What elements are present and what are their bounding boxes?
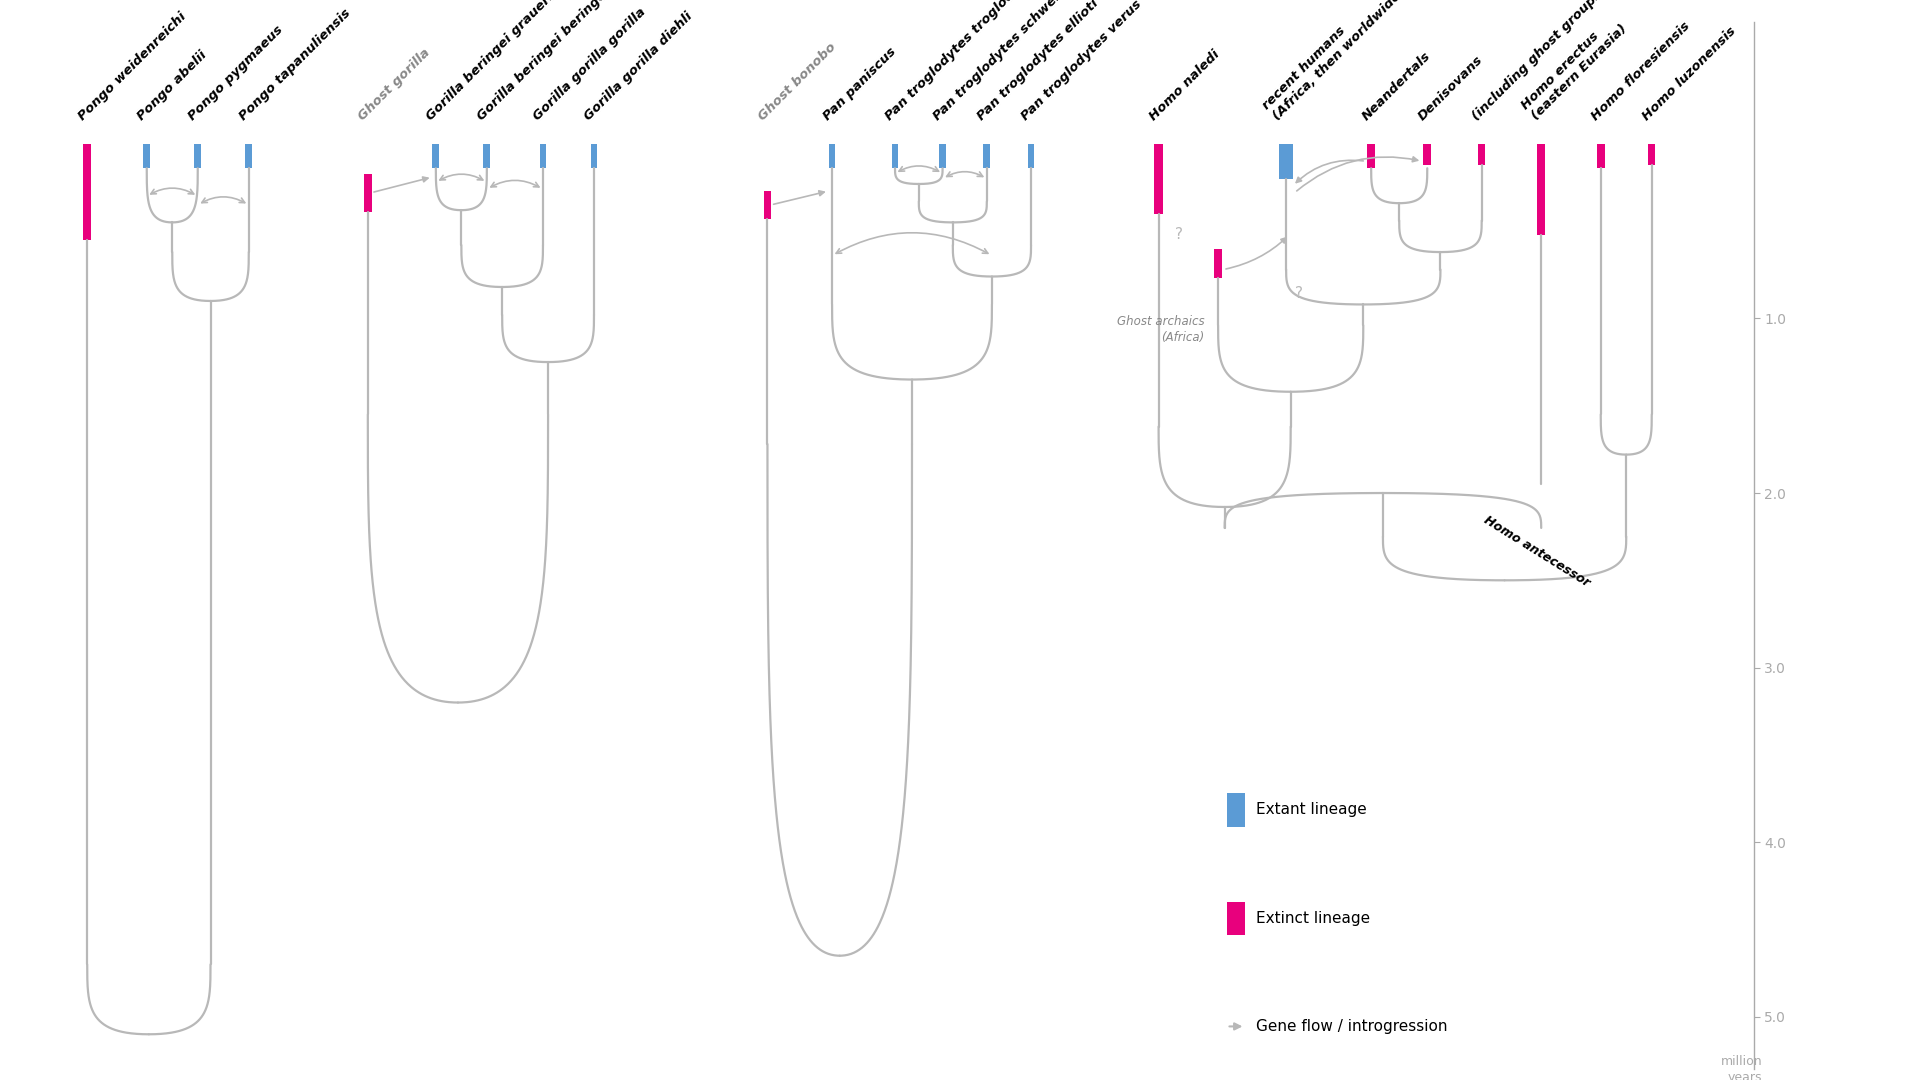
Bar (1538, 144, 1546, 234)
Text: Gorilla beringei beringei: Gorilla beringei beringei (474, 0, 612, 123)
Bar (1367, 144, 1375, 168)
Bar (1279, 144, 1292, 178)
Text: Denisovans: Denisovans (1415, 53, 1486, 123)
Text: Pan troglodytes schweinfurthii: Pan troglodytes schweinfurthii (931, 0, 1102, 123)
Bar (246, 144, 252, 168)
Text: Homo naledi: Homo naledi (1146, 48, 1223, 123)
Text: Homo floresiensis: Homo floresiensis (1590, 19, 1693, 123)
Text: Homo antecessor: Homo antecessor (1482, 514, 1592, 590)
Bar (194, 144, 202, 168)
Text: Gorilla gorilla gorilla: Gorilla gorilla gorilla (532, 5, 649, 123)
Text: Pan troglodytes troglodytes: Pan troglodytes troglodytes (883, 0, 1041, 123)
Bar (1227, 902, 1246, 935)
Text: million
years: million years (1720, 1055, 1763, 1080)
Bar (591, 144, 597, 168)
Bar (432, 144, 440, 168)
Text: Pongo pygmaeus: Pongo pygmaeus (186, 23, 286, 123)
Text: recent humans
(Africa, then worldwide): recent humans (Africa, then worldwide) (1260, 0, 1407, 123)
Text: Extinct lineage: Extinct lineage (1256, 910, 1369, 926)
Text: Ghost gorilla: Ghost gorilla (355, 45, 434, 123)
Text: Ghost archaics
(Africa): Ghost archaics (Africa) (1117, 315, 1204, 343)
Bar (1597, 144, 1605, 168)
Bar (983, 144, 991, 168)
Text: Pongo tapanuliensis: Pongo tapanuliensis (236, 6, 353, 123)
Text: Gene flow / introgression: Gene flow / introgression (1256, 1018, 1448, 1034)
Text: Pan paniscus: Pan paniscus (820, 45, 899, 123)
Bar (1154, 144, 1164, 214)
Bar (1227, 794, 1246, 826)
Text: Pongo weidenreichi: Pongo weidenreichi (75, 10, 188, 123)
Text: Homo luzonensis: Homo luzonensis (1640, 24, 1740, 123)
Bar (829, 144, 835, 168)
Bar (939, 144, 947, 168)
Bar (540, 144, 547, 168)
Bar (484, 144, 490, 168)
Text: ?: ? (1175, 227, 1183, 242)
Text: Neandertals: Neandertals (1359, 50, 1432, 123)
Bar (891, 144, 899, 168)
Text: Pan troglodytes verus: Pan troglodytes verus (1020, 0, 1144, 123)
Bar (83, 144, 92, 240)
Bar (144, 144, 150, 168)
Bar (1647, 144, 1655, 165)
Text: Homo erectus
(eastern Eurasia): Homo erectus (eastern Eurasia) (1519, 12, 1630, 123)
Bar (1478, 144, 1486, 165)
Bar (1027, 144, 1035, 168)
Text: Extant lineage: Extant lineage (1256, 802, 1367, 818)
Bar (365, 174, 372, 212)
Text: Pongo abelii: Pongo abelii (134, 49, 209, 123)
Bar (1423, 144, 1430, 165)
Text: Pan troglodytes ellioti: Pan troglodytes ellioti (975, 0, 1102, 123)
Text: (including ghost groups): (including ghost groups) (1471, 0, 1609, 123)
Text: Gorilla gorilla diehli: Gorilla gorilla diehli (582, 10, 695, 123)
Bar (1213, 248, 1221, 279)
Bar (764, 191, 772, 219)
Text: ?: ? (1296, 286, 1304, 301)
Text: Ghost bonobo: Ghost bonobo (756, 40, 839, 123)
Text: Gorilla beringei graueri: Gorilla beringei graueri (424, 0, 557, 123)
